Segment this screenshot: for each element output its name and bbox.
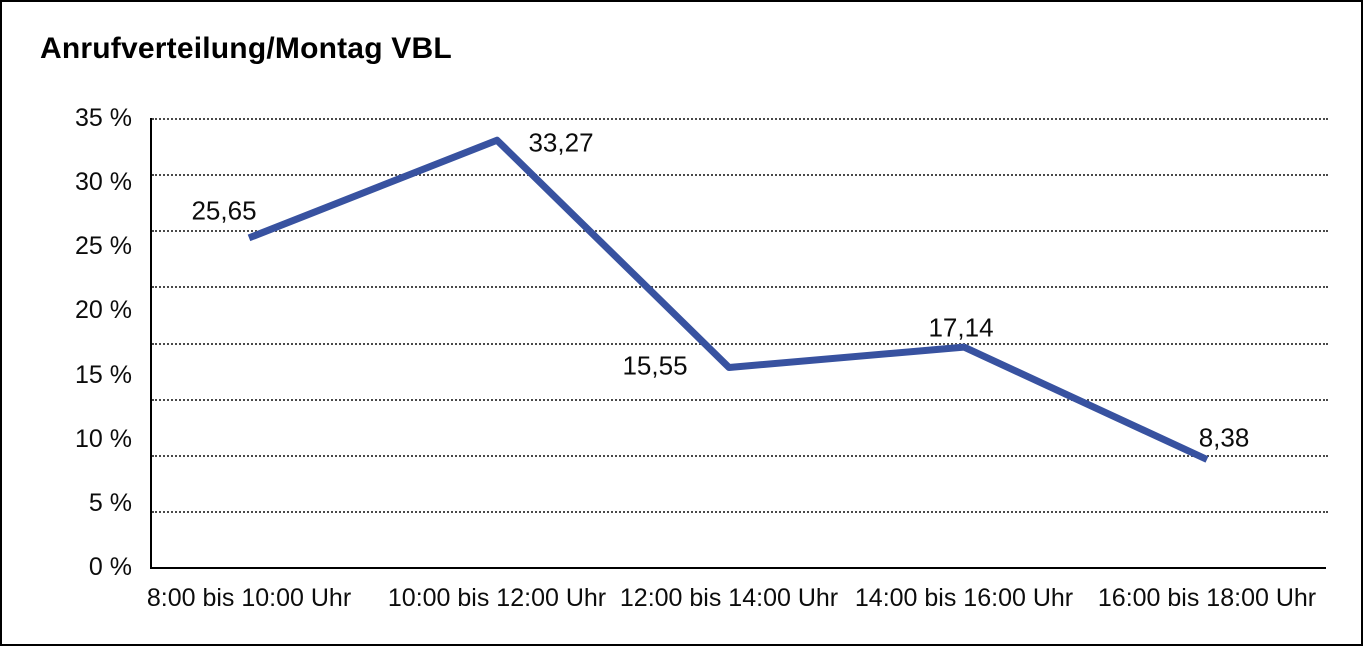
x-axis-tick-label: 12:00 bis 14:00 Uhr [619,584,839,612]
gridline [152,454,1328,457]
y-axis-tick-label: 5 % [88,488,132,517]
y-axis-tick-label: 20 % [75,296,132,325]
gridline [152,174,1328,177]
gridline [152,230,1328,233]
gridline [152,286,1328,289]
gridline [152,510,1328,513]
plot-area [150,118,1328,569]
x-axis-tick-label: 16:00 bis 18:00 Uhr [1097,584,1317,612]
x-axis-tick-label: 8:00 bis 10:00 Uhr [146,584,352,612]
y-axis-tick-label: 25 % [75,232,132,261]
y-axis-tick-label: 35 % [75,104,132,132]
data-point-label: 17,14 [928,312,994,343]
y-axis-tick-label: 30 % [75,168,132,197]
gridline [152,398,1328,401]
y-axis-tick-label: 15 % [75,360,132,389]
data-point-label: 25,65 [191,195,257,226]
x-axis-tick-label: 14:00 bis 16:00 Uhr [854,584,1074,612]
y-axis-tick-label: 10 % [75,424,132,453]
x-axis-tick-label: 10:00 bis 12:00 Uhr [387,584,607,612]
y-axis-tick-label: 0 % [88,553,132,581]
gridline [152,342,1328,345]
data-point-label: 33,27 [528,127,594,158]
gridline [152,118,1328,120]
chart-title: Anrufverteilung/Montag VBL [40,32,452,65]
data-point-label: 8,38 [1198,422,1250,453]
data-point-label: 15,55 [622,350,688,381]
